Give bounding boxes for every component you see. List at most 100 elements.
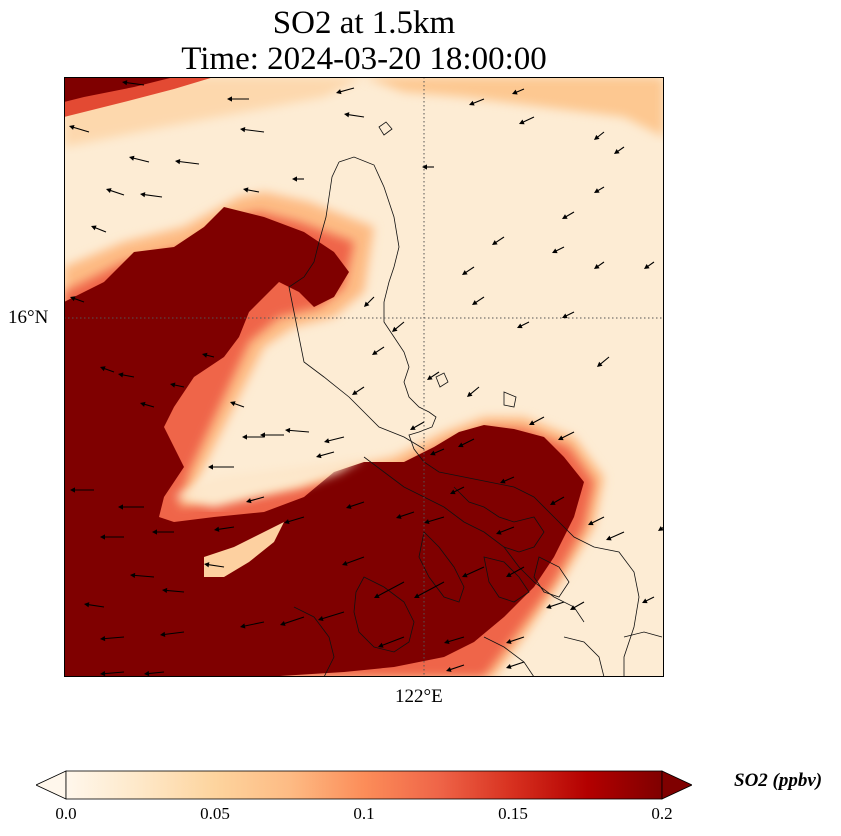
wind-arrow-head — [129, 155, 135, 161]
wind-arrow-head — [140, 192, 146, 198]
wind-arrow-shaft — [393, 321, 405, 331]
colorbar-tick-3: 0.15 — [498, 804, 528, 823]
wind-arrow-head — [644, 264, 650, 269]
wind-arrow-shaft — [468, 386, 480, 396]
coastlines — [288, 121, 663, 677]
wind-arrow-shaft — [282, 616, 305, 625]
wind-arrow-head — [597, 361, 603, 367]
wind-arrow-head — [214, 526, 220, 532]
wind-arrow-shaft — [548, 601, 565, 608]
wind-arrow-head — [506, 572, 512, 577]
wind-arrow-head — [344, 112, 350, 118]
wind-arrow-shaft — [131, 157, 150, 163]
colorbar-extend-max — [661, 770, 692, 800]
wind-arrow-head — [106, 188, 112, 194]
wind-arrow-head — [242, 434, 247, 440]
wind-arrow-shaft — [598, 356, 610, 366]
wind-arrow-head — [446, 666, 452, 672]
wind-arrow-shaft — [86, 603, 105, 608]
wind-arrow-head — [467, 391, 473, 397]
wind-arrow-shaft — [572, 601, 585, 609]
wind-arrow-head — [529, 420, 535, 425]
wind-arrow-shaft — [508, 636, 525, 643]
wind-arrow-head — [378, 642, 384, 648]
wind-arrow-head — [336, 89, 342, 95]
wind-arrow-head — [558, 435, 564, 441]
wind-arrow-head — [364, 301, 370, 307]
wind-arrow-shaft — [471, 98, 485, 105]
colorbar-tick-4: 0.2 — [651, 804, 673, 823]
wind-arrow-head — [422, 164, 427, 170]
colorbar — [36, 770, 692, 800]
colorbar-tick-0: 0.0 — [55, 804, 77, 823]
wind-arrow-head — [472, 300, 478, 305]
wind-arrow-shaft — [416, 581, 445, 598]
longitude-label-122e: 122°E — [395, 686, 443, 707]
wind-arrow-head — [70, 487, 75, 493]
wind-arrow-head — [230, 401, 236, 407]
latitude-label-16n: 16°N — [8, 307, 49, 328]
wind-arrow-shaft — [124, 81, 145, 86]
wind-arrow-head — [512, 89, 518, 95]
wind-arrow-head — [588, 520, 594, 526]
wind-arrow-shaft — [560, 431, 575, 440]
wind-arrow-head — [316, 453, 322, 459]
wind-arrow-head — [240, 127, 246, 133]
wind-arrow-shaft — [412, 421, 425, 429]
wind-arrow-shaft — [164, 589, 185, 593]
wind-arrow-head — [100, 366, 106, 372]
so2-plume-topleft — [64, 77, 174, 102]
wind-arrow-head — [614, 149, 620, 154]
wind-arrow-head — [285, 427, 291, 434]
wind-arrow-shaft — [93, 226, 107, 233]
wind-arrow-shaft — [108, 189, 125, 196]
wind-arrow-shaft — [206, 563, 225, 568]
wind-arrow-head — [280, 620, 286, 626]
wind-arrow-head — [372, 350, 378, 355]
wind-arrow-shaft — [446, 636, 465, 643]
wind-arrow-head — [496, 529, 502, 535]
wind-arrow-head — [100, 534, 105, 540]
wind-arrow-shaft — [590, 516, 605, 525]
wind-arrow-head — [122, 80, 128, 86]
wind-arrow-head — [552, 248, 558, 254]
wind-arrow-head — [84, 602, 90, 608]
wind-arrow-head — [284, 519, 290, 525]
wind-arrow-head — [414, 593, 420, 598]
wind-arrow-shaft — [287, 429, 310, 433]
wind-arrow-head — [202, 352, 208, 358]
wind-arrow-shaft — [502, 476, 515, 483]
wind-arrow-head — [462, 270, 468, 275]
wind-arrow-head — [292, 176, 297, 182]
wind-arrow-head — [594, 264, 600, 269]
so2-plume-northeast — [364, 77, 664, 137]
wind-arrow-head — [462, 572, 468, 578]
wind-arrow-head — [130, 572, 136, 579]
wind-arrow-head — [100, 635, 106, 642]
wind-arrow-head — [240, 623, 246, 629]
wind-arrow-head — [396, 513, 402, 519]
wind-arrow-head — [69, 124, 75, 130]
wind-vectors — [69, 80, 664, 677]
wind-arrow-head — [606, 535, 612, 541]
wind-arrow-shaft — [242, 128, 265, 133]
so2-plume-main — [64, 207, 584, 677]
wind-arrow-shaft — [508, 661, 525, 668]
wind-arrow-shaft — [120, 374, 135, 378]
wind-arrow-shaft — [508, 566, 525, 577]
wind-arrow-shaft — [380, 636, 405, 647]
wind-arrow-head — [424, 519, 430, 525]
wind-arrow-head — [243, 187, 249, 193]
plot-title-line2: Time: 2024-03-20 18:00:00 — [181, 41, 547, 77]
wind-arrow-shaft — [162, 631, 185, 636]
wind-arrow-head — [140, 401, 146, 407]
colorbar-gradient — [65, 770, 663, 800]
wind-arrow-head — [444, 639, 450, 645]
wind-arrow-head — [458, 442, 464, 448]
wind-arrow-head — [352, 390, 358, 395]
so2-clean-tongue — [174, 457, 364, 507]
wind-arrow-head — [392, 326, 398, 332]
wind-arrow-head — [562, 313, 568, 319]
wind-arrow-head — [642, 598, 648, 604]
so2-clean-gap — [204, 522, 284, 577]
